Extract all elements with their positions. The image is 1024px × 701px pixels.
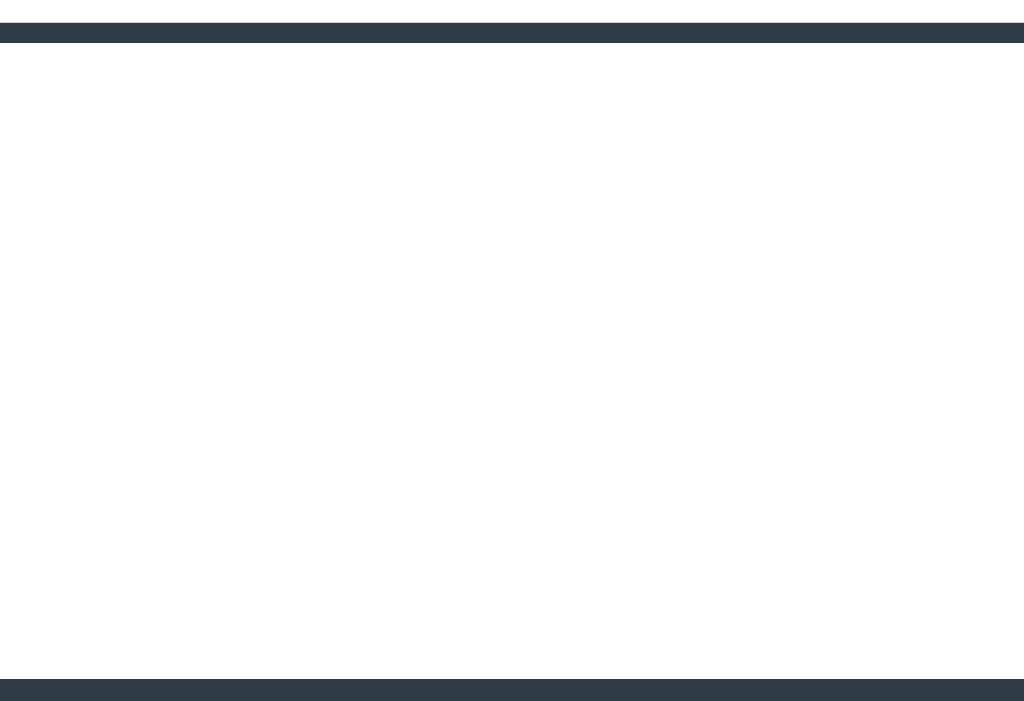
title-bar — [0, 0, 1024, 23]
main-area — [0, 43, 1024, 679]
status-bar — [0, 679, 1024, 701]
menu-bar — [0, 23, 1024, 43]
